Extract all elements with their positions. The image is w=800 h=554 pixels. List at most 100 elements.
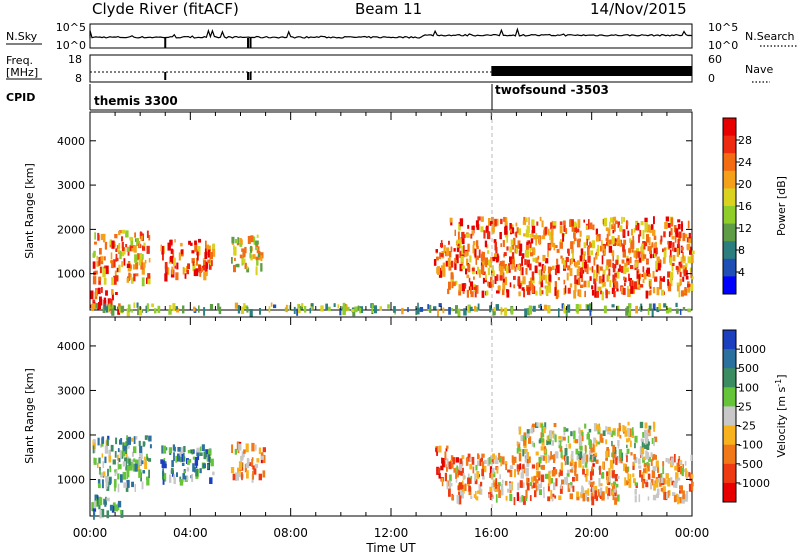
echo-cell <box>574 284 577 292</box>
echo-cell <box>672 242 675 252</box>
colorbar-swatch <box>723 153 736 172</box>
echo-cell <box>436 256 439 261</box>
echo-cell <box>518 285 522 289</box>
colorbar-tick-label: 28 <box>738 134 752 147</box>
echo-cell <box>587 247 590 256</box>
echo-cell <box>98 497 103 506</box>
echo-cell <box>526 429 530 434</box>
echo-cell <box>569 493 573 500</box>
echo-cell <box>134 483 136 492</box>
echo-cell <box>652 466 656 471</box>
echo-cell <box>577 219 581 228</box>
echo-cell <box>619 228 623 232</box>
echo-cell <box>579 255 583 262</box>
echo-cell <box>194 243 198 252</box>
echo-cell <box>690 285 693 291</box>
echo-cell <box>504 461 508 466</box>
echo-cell <box>476 496 479 501</box>
echo-cell <box>182 305 185 314</box>
echo-cell <box>438 445 442 453</box>
echo-cell <box>612 236 615 243</box>
echo-cell <box>515 247 518 254</box>
echo-cell <box>509 246 513 253</box>
echo-cell <box>183 446 186 453</box>
echo-cell <box>623 276 626 281</box>
echo-cell <box>611 440 613 447</box>
echo-cell <box>610 483 614 487</box>
echo-cell <box>642 472 645 480</box>
echo-cell <box>662 257 666 264</box>
echo-cell <box>453 248 456 252</box>
echo-cell <box>543 275 547 280</box>
echo-cell <box>494 253 497 257</box>
echo-cell <box>501 489 504 496</box>
echo-cell <box>467 243 470 252</box>
echo-cell <box>559 486 563 494</box>
echo-cell <box>626 444 628 448</box>
echo-cell <box>490 455 492 464</box>
echo-cell <box>627 285 629 291</box>
time-axis-title: Time UT <box>365 541 416 554</box>
echo-cell <box>451 494 454 501</box>
echo-cell <box>580 267 583 276</box>
echo-cell <box>555 290 559 299</box>
echo-cell <box>455 305 458 314</box>
echo-cell <box>535 485 538 492</box>
echo-cell <box>558 441 561 446</box>
echo-cell <box>186 476 189 481</box>
echo-cell <box>631 249 634 253</box>
echo-cell <box>688 472 691 477</box>
echo-cell <box>501 260 505 269</box>
colorbar-tick-label: 20 <box>738 178 752 191</box>
time-tick-label: 08:00 <box>273 526 308 540</box>
echo-cell <box>459 250 462 258</box>
echo-cell <box>135 459 139 468</box>
echo-cell <box>492 453 495 460</box>
cpid-panel: CPID themis 3300 twofsound -3503 <box>6 83 692 111</box>
echo-cell <box>531 485 533 489</box>
echo-cell <box>511 252 515 260</box>
echo-cell <box>685 263 688 268</box>
echo-cell <box>609 221 611 230</box>
echo-cell <box>614 238 617 242</box>
echo-cell <box>459 264 463 272</box>
echo-cell <box>172 303 176 311</box>
echo-cell <box>147 273 151 279</box>
echo-cell <box>191 258 195 264</box>
echo-cell <box>548 274 552 283</box>
echo-cell <box>148 469 150 478</box>
echo-cell <box>550 478 553 484</box>
echo-cell <box>612 444 615 453</box>
echo-cell <box>456 239 460 244</box>
echo-cell <box>459 218 464 227</box>
echo-cell <box>298 309 301 314</box>
echo-cell <box>539 275 542 282</box>
echo-cell <box>104 456 107 464</box>
echo-cell <box>114 472 117 476</box>
echo-cell <box>567 248 570 256</box>
echo-cell <box>519 496 523 503</box>
echo-cell <box>94 241 97 245</box>
echo-cell <box>522 449 525 457</box>
echo-cell <box>104 499 107 507</box>
echo-cell <box>672 492 676 496</box>
echo-cell <box>523 439 527 446</box>
echo-cell <box>521 267 524 276</box>
echo-cell <box>455 457 459 463</box>
echo-cell <box>480 216 484 222</box>
echo-cell <box>525 229 530 238</box>
echo-cell <box>99 509 102 519</box>
echo-cell <box>142 245 146 251</box>
echo-cell <box>677 219 681 223</box>
echo-cell <box>646 461 649 466</box>
freq-left-tick-bottom: 8 <box>75 72 82 85</box>
echo-cell <box>162 468 164 476</box>
echo-cell <box>480 457 483 462</box>
echo-cell <box>598 286 602 291</box>
echo-cell <box>681 221 683 229</box>
echo-cell <box>586 225 588 229</box>
echo-cell <box>663 231 666 238</box>
echo-cell <box>97 287 101 295</box>
echo-cell <box>573 226 577 234</box>
